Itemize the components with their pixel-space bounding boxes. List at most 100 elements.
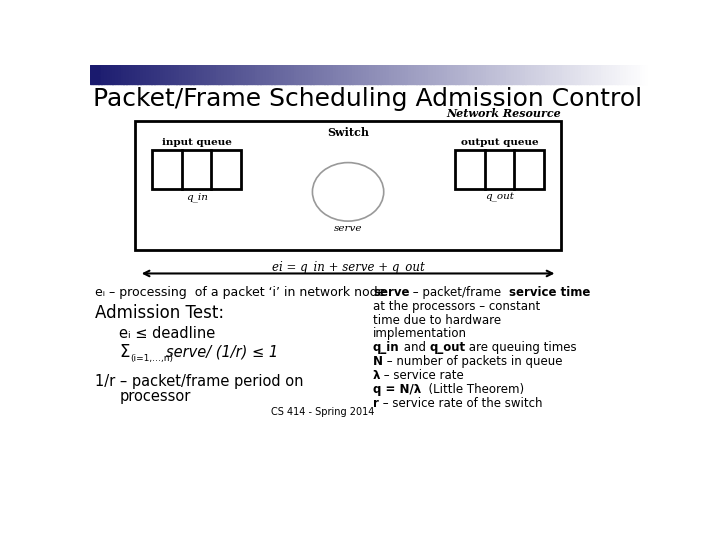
Bar [135,121,561,251]
Bar [562,65,564,84]
Bar [132,65,135,84]
Bar [221,65,225,84]
Bar [419,65,423,84]
Bar [606,65,609,84]
Bar [145,65,149,84]
Bar [600,65,604,84]
Bar [389,65,392,84]
Bar [475,65,478,84]
Bar [464,65,467,84]
Bar [91,66,99,74]
Bar [436,65,439,84]
Bar [547,65,551,84]
Bar [210,65,213,84]
Text: processor: processor [120,389,191,404]
Bar [520,65,523,84]
Bar [185,65,188,84]
Text: – number of packets in queue: – number of packets in queue [383,355,562,368]
Bar [634,65,637,84]
Bar [425,65,428,84]
Bar [269,65,271,84]
Bar [617,65,621,84]
Bar [386,65,389,84]
Bar [455,150,544,189]
Text: q = N/λ: q = N/λ [373,383,421,396]
Bar [157,65,160,84]
Bar [204,65,207,84]
Bar [416,65,420,84]
Bar [330,65,333,84]
Bar [508,65,512,84]
Bar [402,65,405,84]
Text: – service rate of the switch: – service rate of the switch [379,397,542,410]
Bar [109,65,113,84]
Bar [288,65,292,84]
Text: output queue: output queue [461,138,539,147]
Bar [93,65,96,84]
Bar [498,65,500,84]
Bar [489,65,492,84]
Bar [405,65,408,84]
Bar [542,65,545,84]
Bar [129,65,132,84]
Bar [300,65,302,84]
Bar [526,65,528,84]
Bar [539,65,542,84]
Bar [645,65,649,84]
Bar [224,65,227,84]
Bar [431,65,433,84]
Bar [135,65,138,84]
Bar [310,65,314,84]
Bar [469,65,472,84]
Text: $\Sigma$: $\Sigma$ [120,343,131,361]
Text: ei = q_in + serve + q_out: ei = q_in + serve + q_out [271,261,425,274]
Bar [453,65,456,84]
Bar [456,65,459,84]
Bar [233,65,235,84]
Bar [154,65,158,84]
Bar [99,65,102,84]
Bar [199,65,202,84]
Bar [433,65,436,84]
Bar [240,65,244,84]
Bar [124,65,127,84]
Bar [202,65,204,84]
Bar [478,65,481,84]
Text: and: and [400,341,429,354]
Bar [96,65,99,84]
Text: Admission Test:: Admission Test: [94,304,224,322]
Bar [333,65,336,84]
Bar [550,65,554,84]
Bar [271,65,274,84]
Bar [369,65,372,84]
Bar [193,65,197,84]
Bar [441,65,445,84]
Text: are queuing times: are queuing times [465,341,577,354]
Bar [341,65,344,84]
Bar [531,65,534,84]
Bar [450,65,453,84]
Bar [90,65,93,84]
Bar [612,65,615,84]
Text: service time: service time [509,286,590,299]
Bar [121,65,124,84]
Text: time due to hardware: time due to hardware [373,314,501,327]
Bar [263,65,266,84]
Bar [213,65,216,84]
Bar [152,150,241,189]
Bar [138,65,140,84]
Bar [553,65,557,84]
Bar [459,65,462,84]
Bar [637,65,640,84]
Text: CS 414 - Spring 2014: CS 414 - Spring 2014 [271,408,374,417]
Bar [372,65,375,84]
Bar [316,65,319,84]
Bar [422,65,426,84]
Text: r: r [373,397,379,410]
Bar [575,65,579,84]
Bar [230,65,233,84]
Bar [101,65,104,84]
Bar [438,65,442,84]
Bar [587,65,590,84]
Bar [302,65,305,84]
